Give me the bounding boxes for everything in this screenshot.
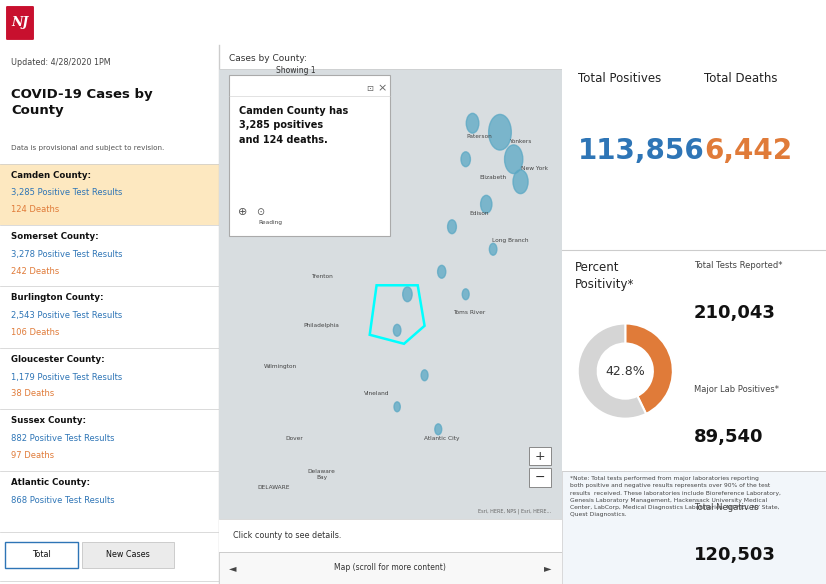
- Bar: [219, 552, 562, 584]
- Text: Gloucester County:: Gloucester County:: [11, 355, 105, 364]
- Text: ⊕: ⊕: [238, 207, 248, 217]
- Text: 868 Positive Test Results: 868 Positive Test Results: [11, 496, 115, 505]
- Text: Philadelphia: Philadelphia: [304, 324, 339, 328]
- Text: Data is provisional and subject to revision.: Data is provisional and subject to revis…: [11, 145, 164, 151]
- Text: Somerset County:: Somerset County:: [11, 232, 98, 241]
- Circle shape: [489, 114, 511, 150]
- Text: DELAWARE: DELAWARE: [258, 485, 290, 491]
- Bar: [562, 471, 826, 584]
- Text: Atlantic City: Atlantic City: [424, 436, 459, 441]
- Bar: [529, 447, 552, 465]
- Circle shape: [513, 170, 528, 194]
- Text: 113,856: 113,856: [577, 137, 705, 165]
- Text: Vineland: Vineland: [363, 391, 389, 396]
- Bar: [0, 164, 219, 225]
- Text: Total Negatives: Total Negatives: [694, 503, 758, 512]
- Circle shape: [421, 370, 428, 381]
- Text: Delaware
Bay: Delaware Bay: [308, 469, 335, 479]
- Text: Reading: Reading: [259, 220, 282, 225]
- Text: Paterson: Paterson: [467, 134, 492, 139]
- Text: 242 Deaths: 242 Deaths: [11, 266, 59, 276]
- Text: Dover: Dover: [286, 436, 303, 441]
- Text: Updated: 4/28/2020 1PM: Updated: 4/28/2020 1PM: [11, 58, 111, 67]
- Text: *Note: Total tests performed from major laboratories reporting
both positive and: *Note: Total tests performed from major …: [570, 476, 781, 517]
- Text: 3,285 Positive Test Results: 3,285 Positive Test Results: [11, 189, 122, 197]
- Circle shape: [403, 287, 412, 302]
- Bar: [529, 468, 552, 487]
- Text: ►: ►: [544, 563, 552, 573]
- FancyBboxPatch shape: [82, 542, 174, 568]
- Text: Click county to see details.: Click county to see details.: [233, 531, 341, 540]
- FancyBboxPatch shape: [5, 5, 35, 41]
- Text: 882 Positive Test Results: 882 Positive Test Results: [11, 434, 115, 443]
- Bar: [219, 519, 562, 552]
- Text: COVID-19 Dashboard: COVID-19 Dashboard: [50, 14, 262, 32]
- Text: Edison: Edison: [470, 211, 489, 215]
- Text: 3,285 positives: 3,285 positives: [240, 120, 324, 130]
- Circle shape: [448, 220, 457, 234]
- Text: 6,442: 6,442: [705, 137, 792, 165]
- Bar: [229, 75, 390, 237]
- Text: ⊙: ⊙: [256, 207, 264, 217]
- Text: ⊡: ⊡: [366, 84, 373, 93]
- Text: Burlington County:: Burlington County:: [11, 294, 103, 303]
- Circle shape: [481, 195, 492, 213]
- Bar: [219, 69, 562, 519]
- Circle shape: [393, 324, 401, 336]
- Text: 97 Deaths: 97 Deaths: [11, 451, 54, 460]
- Circle shape: [394, 402, 401, 412]
- Text: Total Positives: Total Positives: [577, 72, 661, 85]
- Wedge shape: [577, 324, 646, 419]
- Circle shape: [505, 145, 523, 173]
- Text: Long Branch: Long Branch: [492, 238, 529, 243]
- Text: 2,543 Positive Test Results: 2,543 Positive Test Results: [11, 311, 122, 320]
- Circle shape: [489, 244, 497, 255]
- Text: 3,278 Positive Test Results: 3,278 Positive Test Results: [11, 250, 122, 259]
- Text: +: +: [534, 450, 545, 463]
- Text: Map (scroll for more content): Map (scroll for more content): [335, 564, 446, 572]
- Text: Cases by County:: Cases by County:: [229, 54, 307, 63]
- Text: Atlantic County:: Atlantic County:: [11, 478, 90, 487]
- Text: 42.8%: 42.8%: [605, 364, 645, 378]
- Text: Major Lab Positives*: Major Lab Positives*: [694, 384, 779, 394]
- Text: New Cases: New Cases: [107, 550, 150, 559]
- Text: Camden County has: Camden County has: [240, 106, 349, 116]
- Text: 210,043: 210,043: [694, 304, 776, 322]
- Text: and 124 deaths.: and 124 deaths.: [240, 135, 328, 145]
- Circle shape: [463, 289, 469, 300]
- Circle shape: [466, 113, 479, 133]
- Wedge shape: [625, 324, 673, 414]
- Text: Percent
Positivity*: Percent Positivity*: [575, 260, 634, 291]
- Text: 106 Deaths: 106 Deaths: [11, 328, 59, 337]
- Text: Esri, HERE, NPS | Esri, HERE...: Esri, HERE, NPS | Esri, HERE...: [478, 509, 552, 514]
- Circle shape: [438, 265, 446, 278]
- Text: 38 Deaths: 38 Deaths: [11, 390, 55, 398]
- Text: Wilmington: Wilmington: [264, 364, 297, 369]
- Circle shape: [461, 152, 471, 166]
- Text: Trenton: Trenton: [311, 274, 333, 279]
- Text: Showing 1: Showing 1: [276, 67, 316, 75]
- Text: 124 Deaths: 124 Deaths: [11, 205, 59, 214]
- Text: ◄: ◄: [229, 563, 236, 573]
- Text: Total: Total: [32, 550, 51, 559]
- Text: Total Deaths: Total Deaths: [705, 72, 778, 85]
- Text: −: −: [534, 471, 545, 484]
- Text: NJ: NJ: [12, 16, 29, 29]
- Text: Yonkers: Yonkers: [510, 139, 532, 144]
- Text: Camden County:: Camden County:: [11, 171, 91, 179]
- FancyBboxPatch shape: [6, 542, 78, 568]
- Text: COVID-19 Cases by
County: COVID-19 Cases by County: [11, 88, 153, 117]
- Text: 120,503: 120,503: [694, 546, 776, 564]
- Circle shape: [434, 424, 442, 434]
- Text: Total Tests Reported*: Total Tests Reported*: [694, 260, 782, 270]
- Text: New York: New York: [520, 166, 548, 171]
- Text: Toms River: Toms River: [453, 310, 485, 315]
- Text: 89,540: 89,540: [694, 427, 763, 446]
- Text: Sussex County:: Sussex County:: [11, 416, 86, 425]
- Text: Elizabeth: Elizabeth: [480, 175, 506, 180]
- Text: 1,179 Positive Test Results: 1,179 Positive Test Results: [11, 373, 122, 382]
- Text: ×: ×: [377, 83, 387, 93]
